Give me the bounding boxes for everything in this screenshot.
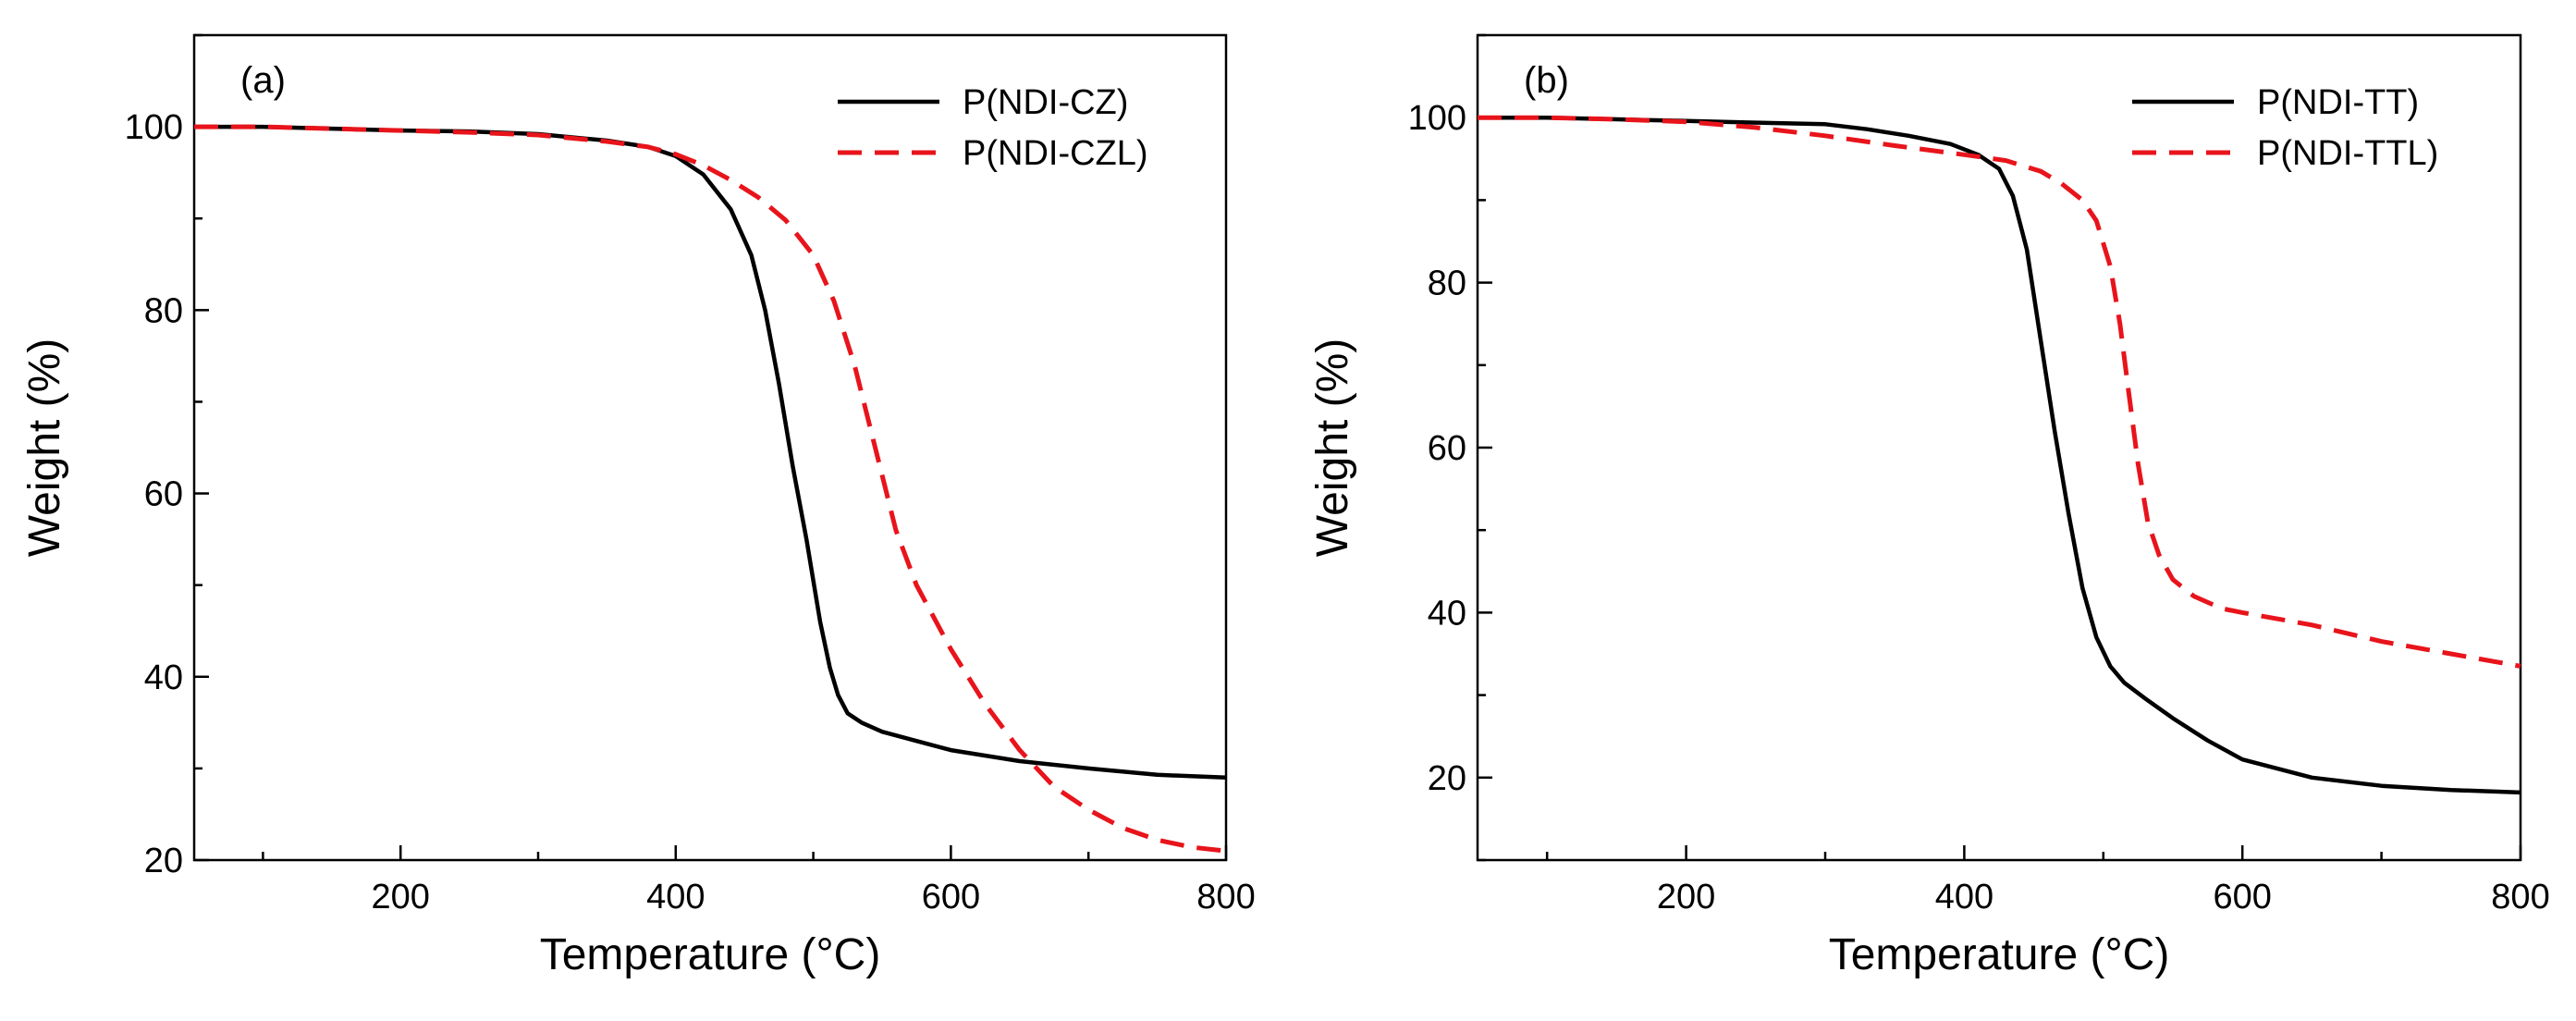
x-tick-label: 400	[1935, 878, 1993, 916]
y-axis-label: Weight (%)	[20, 338, 69, 558]
y-tick-label: 60	[1428, 429, 1466, 468]
series-line-P(NDI-TTL)	[1478, 115, 2521, 669]
y-tick-label: 20	[1428, 759, 1466, 798]
chart-b: 200 400 600 800 20 40 60 80 100 Temperature (°C) W…	[1308, 33, 2550, 979]
x-tick-label: 800	[2491, 878, 2549, 916]
chart-panel-a: 200 400 600 800 20 40 60 80 100 Temperature (°C) W…	[20, 33, 1256, 979]
x-tick-label: 400	[646, 878, 705, 916]
y-tick-label: 80	[144, 291, 183, 330]
series-line-P(NDI-CZL)	[194, 124, 1227, 854]
chart-panel-b: 200 400 600 800 20 40 60 80 100 Temperature (°C) W…	[1288, 0, 2576, 1021]
x-axis-label: Temperature (°C)	[1829, 930, 2170, 979]
x-tick-label: 600	[2213, 878, 2271, 916]
y-axis-label: Weight (%)	[1308, 338, 1357, 558]
panel-label: (a)	[240, 60, 286, 101]
x-tick-label: 600	[922, 878, 980, 916]
y-tick-label: 80	[1428, 264, 1466, 303]
y-tick-label: 40	[144, 658, 183, 697]
panel-label: (b)	[1524, 60, 1569, 101]
legend-label: P(NDI-TTL)	[2257, 134, 2438, 173]
y-tick-label: 40	[1428, 594, 1466, 633]
x-tick-label: 800	[1196, 878, 1255, 916]
legend-label: P(NDI-CZL)	[963, 134, 1148, 173]
y-tick-label: 20	[144, 842, 183, 880]
x-tick-label: 200	[371, 878, 429, 916]
x-axis-label: Temperature (°C)	[540, 930, 881, 979]
legend-label: P(NDI-CZ)	[963, 83, 1128, 122]
series-line-P(NDI-TT)	[1478, 115, 2521, 795]
plot-frame	[192, 33, 1228, 862]
legend-label: P(NDI-TT)	[2257, 83, 2419, 122]
y-tick-label: 100	[125, 108, 183, 147]
chart-a: 200 400 600 800 20 40 60 80 100 Temperature (°C) W…	[20, 33, 1256, 979]
series-line-P(NDI-CZ)	[194, 124, 1227, 781]
x-tick-label: 200	[1657, 878, 1715, 916]
y-tick-label: 100	[1408, 99, 1466, 138]
y-tick-label: 60	[144, 475, 183, 514]
